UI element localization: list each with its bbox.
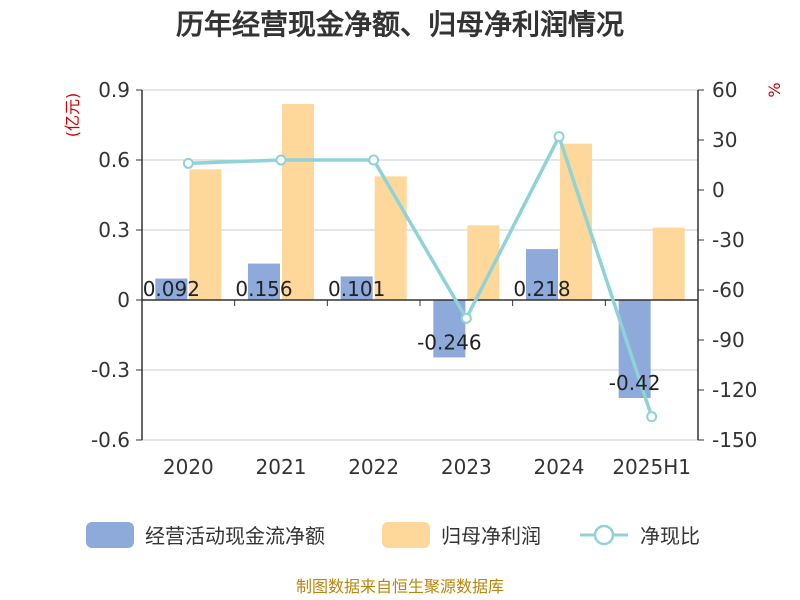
- bar-cash-flow: [340, 276, 373, 300]
- ratio-point: [275, 154, 287, 166]
- bar-net-profit: [374, 176, 407, 300]
- legend-marker-ratio: [593, 524, 615, 546]
- left-tick-label: 0: [117, 288, 130, 312]
- ratio-point: [460, 312, 472, 324]
- bar-cash-flow: [618, 300, 651, 398]
- data-label-cash-flow: -0.246: [417, 330, 481, 354]
- right-tick-label: -30: [712, 228, 745, 252]
- bar-cash-flow: [526, 249, 558, 300]
- left-unit-label: (亿元): [63, 93, 82, 138]
- right-unit-label: %: [765, 82, 784, 97]
- bar-cash-flow: [248, 263, 280, 300]
- right-tick-label: -90: [712, 328, 745, 352]
- category-label: 2022: [348, 455, 399, 479]
- left-tick-label: 0.6: [98, 148, 130, 172]
- legend-label-ratio: 净现比: [640, 524, 700, 548]
- bar-cash-flow: [155, 278, 188, 300]
- right-tick-label: 0: [712, 178, 725, 202]
- bar-net-profit: [282, 104, 314, 300]
- ratio-line: [182, 131, 658, 423]
- ratio-point: [553, 131, 565, 143]
- data-label-cash-flow: 0.218: [513, 277, 570, 301]
- data-labels: 0.092 0.156 0.101 -0.246 0.218 -0.42: [143, 277, 661, 395]
- data-label-cash-flow: 0.101: [328, 277, 385, 301]
- ratio-point: [646, 411, 658, 423]
- legend: 经营活动现金流净额 归母净利润 净现比: [86, 522, 700, 548]
- ratio-point: [182, 157, 194, 169]
- category-label: 2020: [163, 455, 214, 479]
- right-tick-label: -120: [712, 378, 757, 402]
- left-tick-label: 0.3: [98, 218, 130, 242]
- category-label: 2025H1: [612, 455, 691, 479]
- source-note: 制图数据来自恒生聚源数据库: [296, 577, 504, 596]
- legend-label-cash-flow: 经营活动现金流净额: [145, 524, 325, 548]
- right-tick-label: 30: [712, 128, 737, 152]
- chart-title: 历年经营现金净额、归母净利润情况: [176, 8, 624, 41]
- tick-labels: 0.9 0.6 0.3 0 -0.3 -0.6 60 30 0 -30 -60 -90 -120 -150…: [91, 78, 757, 479]
- legend-swatch-cash-flow: [86, 522, 134, 548]
- right-tick-label: -60: [712, 278, 745, 302]
- axes: [136, 89, 704, 441]
- category-label: 2023: [441, 455, 492, 479]
- left-tick-label: -0.3: [91, 358, 130, 382]
- data-label-cash-flow: 0.156: [235, 277, 292, 301]
- right-tick-label: -150: [712, 428, 757, 452]
- data-label-cash-flow: 0.092: [143, 277, 200, 301]
- data-label-cash-flow: -0.42: [609, 371, 661, 395]
- left-tick-label: 0.9: [98, 78, 130, 102]
- legend-swatch-net-profit: [382, 522, 430, 548]
- category-label: 2021: [256, 455, 307, 479]
- category-label: 2024: [534, 455, 585, 479]
- bar-net-profit: [652, 227, 685, 300]
- legend-label-net-profit: 归母净利润: [441, 524, 541, 548]
- right-tick-label: 60: [712, 78, 737, 102]
- ratio-point: [368, 154, 380, 166]
- left-tick-label: -0.6: [91, 428, 130, 452]
- ratio-line-path: [188, 134, 654, 418]
- bars: [155, 104, 685, 398]
- bar-net-profit: [189, 169, 222, 300]
